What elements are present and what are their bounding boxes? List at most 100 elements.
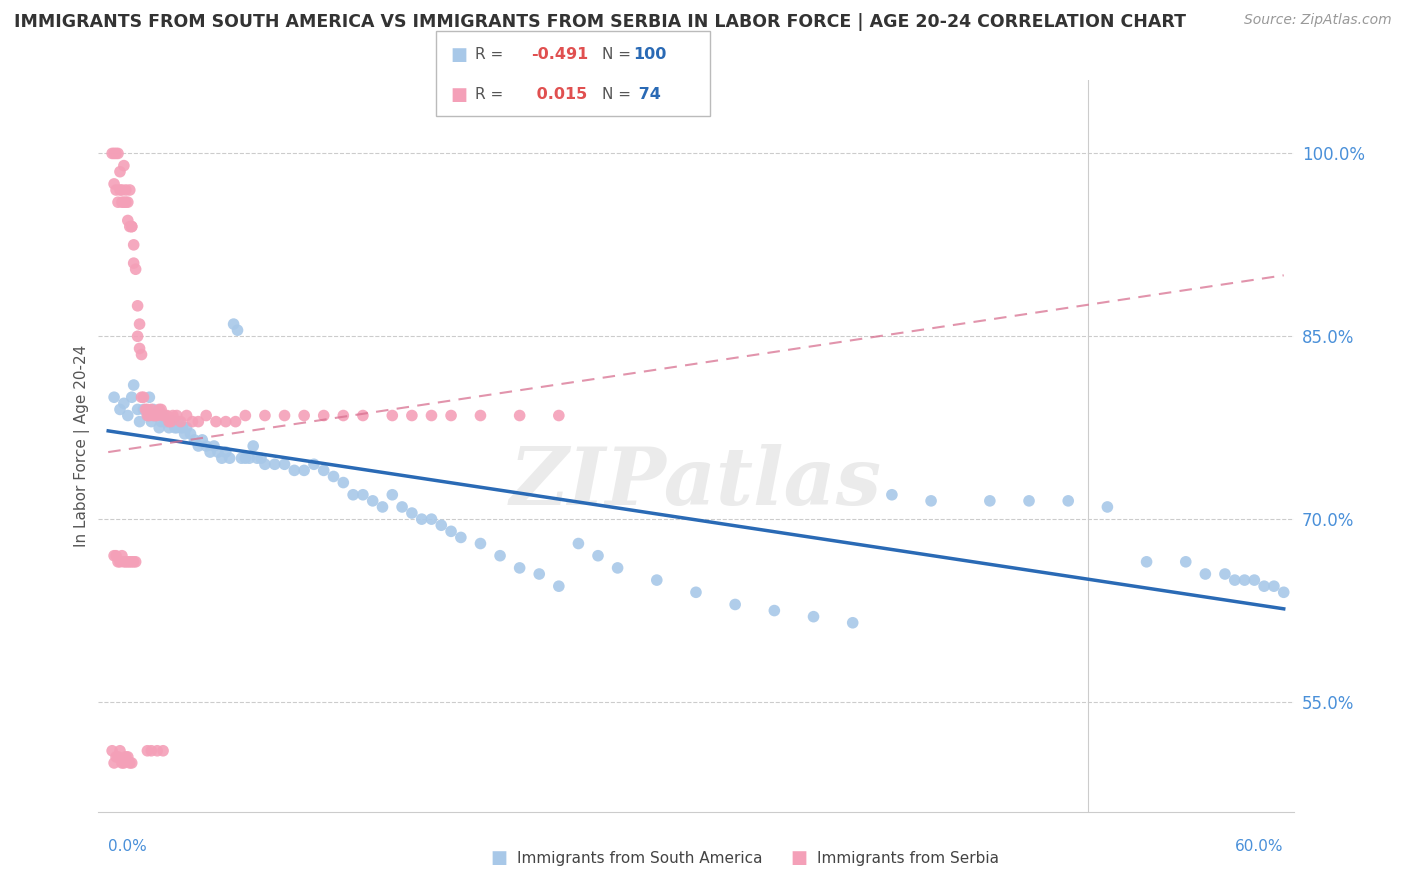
Point (111, 549, 134, 563)
Point (166, 421, 188, 435)
Point (489, 549, 512, 563)
Point (103, 177, 125, 191)
Point (117, 213, 139, 227)
Text: 74: 74 (633, 87, 661, 103)
Point (173, 426, 195, 441)
Point (142, 409, 165, 423)
Point (152, 409, 174, 423)
Point (179, 426, 201, 441)
Point (166, 409, 188, 423)
Point (292, 409, 315, 423)
Point (1272, 585, 1295, 599)
Point (187, 415, 209, 429)
Text: 0.015: 0.015 (531, 87, 588, 103)
Point (292, 463, 315, 477)
Point (685, 585, 707, 599)
Point (101, 744, 124, 758)
Point (218, 451, 240, 466)
Point (107, 749, 129, 764)
Point (112, 555, 135, 569)
Point (529, 567, 551, 582)
Point (142, 402, 165, 417)
Point (132, 390, 155, 404)
Point (124, 555, 146, 569)
Point (215, 445, 238, 459)
Point (235, 451, 257, 466)
Point (160, 415, 183, 429)
Point (115, 195, 138, 210)
Point (225, 415, 247, 429)
Point (170, 415, 193, 429)
Point (108, 402, 131, 417)
Point (152, 744, 174, 758)
Point (235, 409, 257, 423)
Point (156, 409, 179, 423)
Point (138, 409, 160, 423)
Point (117, 409, 139, 423)
Point (105, 146, 128, 161)
Y-axis label: In Labor Force | Age 20-24: In Labor Force | Age 20-24 (75, 345, 90, 547)
Point (391, 500, 413, 514)
Point (273, 458, 295, 472)
Point (122, 378, 145, 392)
Point (117, 195, 139, 210)
Point (141, 744, 163, 758)
Point (127, 329, 149, 343)
Point (112, 195, 135, 210)
Point (420, 409, 443, 423)
Point (112, 756, 135, 770)
Point (131, 390, 153, 404)
Point (1194, 567, 1216, 582)
Point (111, 756, 134, 770)
Point (1213, 567, 1236, 582)
Point (162, 415, 184, 429)
Point (111, 183, 134, 197)
Point (118, 183, 141, 197)
Point (170, 421, 193, 435)
Point (645, 573, 668, 587)
Point (150, 415, 173, 429)
Point (131, 348, 153, 362)
Point (127, 299, 149, 313)
Point (176, 409, 198, 423)
Point (107, 146, 129, 161)
Point (136, 409, 159, 423)
Point (117, 555, 139, 569)
Point (132, 402, 155, 417)
Text: ■: ■ (790, 849, 807, 867)
Point (128, 415, 150, 429)
Point (202, 439, 225, 453)
Point (148, 402, 170, 417)
Point (105, 183, 128, 197)
Point (124, 262, 146, 277)
Point (183, 433, 205, 447)
Point (181, 415, 204, 429)
Point (195, 409, 218, 423)
Point (322, 469, 344, 483)
Point (105, 549, 128, 563)
Point (121, 219, 143, 234)
Point (101, 146, 124, 161)
Point (238, 451, 260, 466)
Point (724, 598, 747, 612)
Point (108, 165, 131, 179)
Point (547, 579, 569, 593)
Point (352, 409, 374, 423)
Point (841, 615, 863, 630)
Point (108, 555, 131, 569)
Point (136, 402, 159, 417)
Point (128, 342, 150, 356)
Text: R =: R = (475, 87, 509, 103)
Point (222, 317, 245, 331)
Point (1223, 573, 1246, 587)
Point (1057, 494, 1080, 508)
Text: ■: ■ (450, 46, 467, 64)
Point (763, 604, 786, 618)
Point (1253, 579, 1275, 593)
Point (381, 409, 404, 423)
Point (115, 749, 138, 764)
Point (108, 183, 131, 197)
Point (121, 555, 143, 569)
Point (411, 512, 433, 526)
Point (450, 530, 472, 544)
